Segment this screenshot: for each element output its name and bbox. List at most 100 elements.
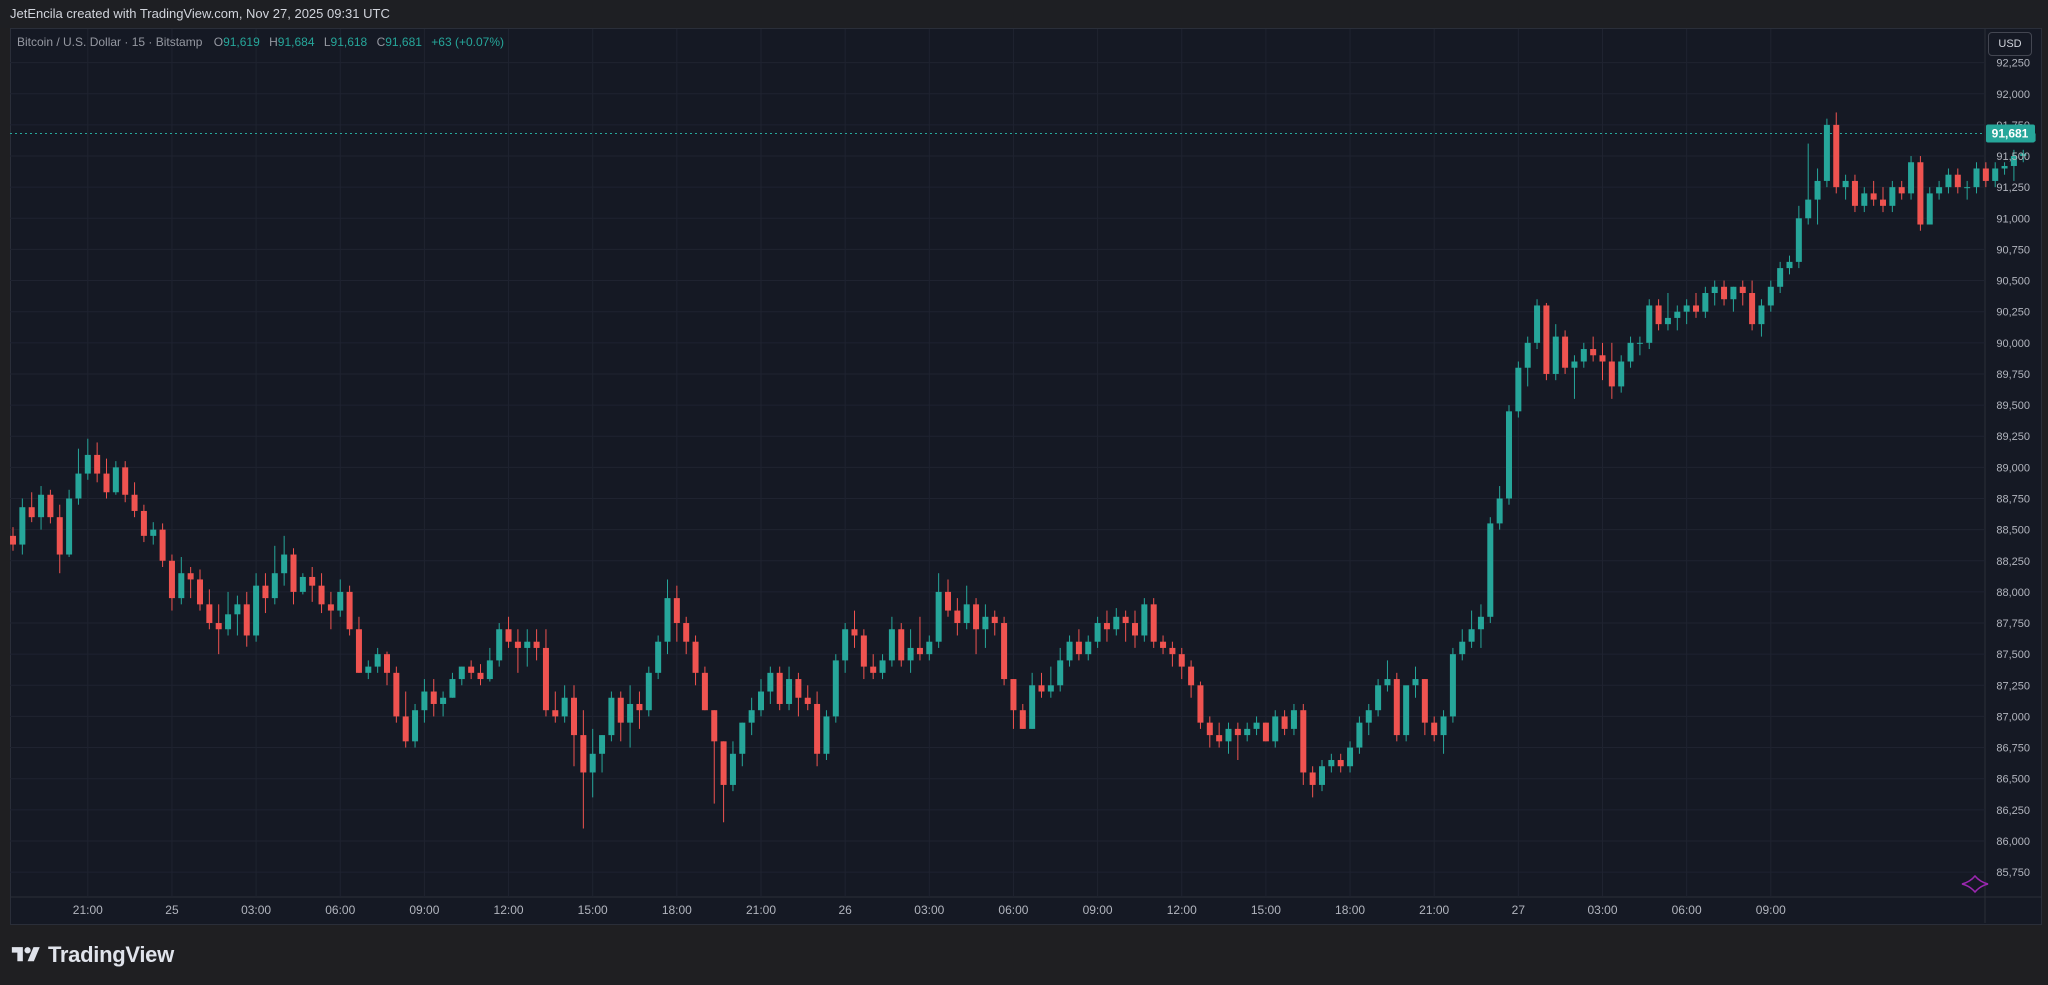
candle xyxy=(1749,280,1756,331)
candle xyxy=(1646,299,1653,350)
candle-body xyxy=(1786,261,1793,269)
candle-body xyxy=(430,691,437,704)
candle-body xyxy=(1636,342,1643,344)
currency-button[interactable]: USD xyxy=(1988,32,2032,56)
candle-body xyxy=(1440,716,1447,736)
candle-body xyxy=(888,629,895,661)
candle-body xyxy=(1328,760,1335,767)
candle-body xyxy=(1851,180,1858,206)
candle-body xyxy=(1571,361,1578,368)
candle-body xyxy=(1590,349,1597,356)
candle-body xyxy=(1655,305,1662,325)
candle-body xyxy=(1767,286,1774,306)
candle xyxy=(963,585,970,630)
candle xyxy=(589,728,596,798)
candle xyxy=(2010,149,2017,181)
candle-body xyxy=(1272,716,1279,742)
candle-body xyxy=(1010,679,1017,711)
candle-body xyxy=(1477,616,1484,630)
candle-body xyxy=(402,716,409,742)
candle-body xyxy=(589,753,596,773)
time-tick-label: 15:00 xyxy=(578,903,608,917)
price-tick-label: 87,250 xyxy=(1996,680,2030,692)
candle-body xyxy=(1356,722,1363,748)
candle xyxy=(870,654,877,680)
candle-body xyxy=(561,697,568,717)
candle xyxy=(1300,703,1307,785)
candle xyxy=(1954,168,1961,194)
candle-body xyxy=(1206,722,1213,736)
candle xyxy=(496,623,503,667)
candle-body xyxy=(542,647,549,711)
candle-body xyxy=(963,604,970,624)
candle xyxy=(159,523,166,567)
time-tick-label: 03:00 xyxy=(1587,903,1617,917)
candle-body xyxy=(926,641,933,655)
price-tick-label: 92,000 xyxy=(1996,89,2030,101)
candle-body xyxy=(1599,355,1606,362)
candle xyxy=(1384,660,1391,692)
candle xyxy=(1150,598,1157,648)
candle-body xyxy=(748,710,755,723)
candle xyxy=(421,679,428,723)
candle-body xyxy=(1365,710,1372,723)
candle-body xyxy=(1880,199,1886,206)
candle xyxy=(38,486,45,530)
candle-body xyxy=(1225,728,1232,742)
price-tick-label: 88,500 xyxy=(1996,525,2030,537)
candle xyxy=(552,691,559,723)
candle xyxy=(1786,255,1793,275)
candle-body xyxy=(225,614,232,630)
candle-body xyxy=(505,629,512,642)
candle-body xyxy=(552,710,559,717)
candle xyxy=(1178,647,1185,680)
candle-body xyxy=(1730,286,1737,300)
time-tick-label: 26 xyxy=(838,903,852,917)
candle-body xyxy=(1262,722,1269,742)
candle-body xyxy=(1524,342,1531,368)
candle-body xyxy=(804,697,811,704)
tradingview-logo[interactable]: TradingView xyxy=(10,942,174,968)
candle-body xyxy=(1917,162,1924,225)
price-tick-label: 88,000 xyxy=(1996,587,2030,599)
time-tick-label: 06:00 xyxy=(998,903,1028,917)
sparkle-icon[interactable] xyxy=(1961,874,1989,894)
candle xyxy=(468,660,475,680)
candle xyxy=(1122,610,1129,642)
last-price-badge xyxy=(1986,124,2035,143)
candle xyxy=(56,504,63,574)
price-tick-label: 89,250 xyxy=(1996,431,2030,443)
candle-body xyxy=(1085,641,1092,655)
candle-body xyxy=(954,610,961,624)
candle xyxy=(1206,716,1213,748)
candle-body xyxy=(75,473,82,499)
candle xyxy=(122,461,129,503)
candle xyxy=(2001,162,2008,175)
candle xyxy=(1431,716,1438,742)
chart-frame[interactable] xyxy=(10,28,2042,925)
candle xyxy=(290,548,297,605)
candle-body xyxy=(168,560,175,599)
candle xyxy=(1590,336,1597,362)
candle-body xyxy=(1908,162,1915,194)
candle-body xyxy=(1253,722,1260,729)
candle xyxy=(477,664,484,686)
candle xyxy=(1113,608,1120,636)
candle-body xyxy=(365,666,372,673)
candle xyxy=(131,482,138,518)
candle-body xyxy=(178,573,185,599)
candle-body xyxy=(571,697,577,736)
candle-body xyxy=(1029,685,1036,729)
candle xyxy=(926,635,933,661)
candle-body xyxy=(1337,760,1344,767)
time-tick-label: 03:00 xyxy=(241,903,271,917)
candle-body xyxy=(94,454,101,474)
last-price-text: 91,681 xyxy=(1992,126,2029,140)
candle xyxy=(1047,666,1054,698)
time-tick-label: 12:00 xyxy=(494,903,524,917)
candle-body xyxy=(842,629,849,661)
candle xyxy=(1721,280,1728,306)
price-tick-label: 86,500 xyxy=(1996,774,2030,786)
candle-body xyxy=(1160,641,1167,648)
